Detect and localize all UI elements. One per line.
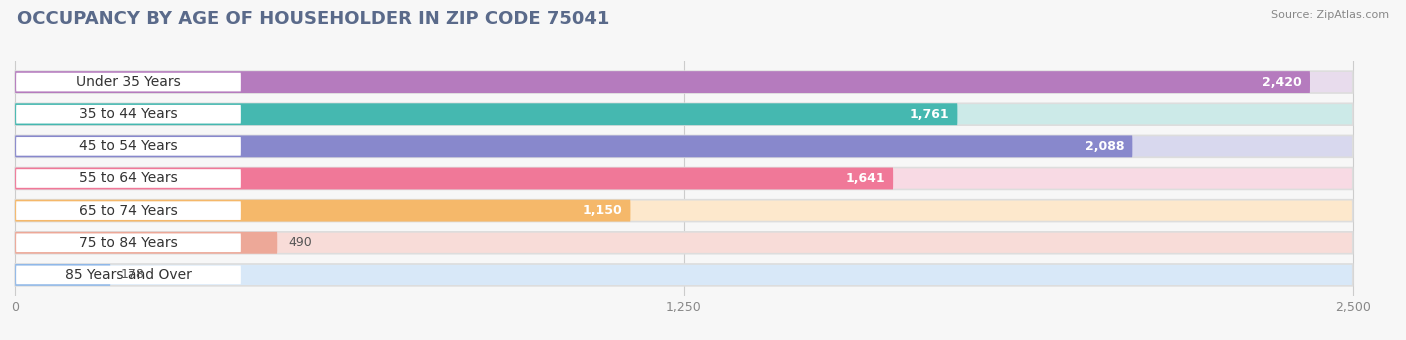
- Text: 75 to 84 Years: 75 to 84 Years: [79, 236, 179, 250]
- FancyBboxPatch shape: [15, 169, 240, 188]
- FancyBboxPatch shape: [15, 103, 957, 125]
- Text: 35 to 44 Years: 35 to 44 Years: [79, 107, 177, 121]
- Text: 1,150: 1,150: [582, 204, 623, 217]
- Text: OCCUPANCY BY AGE OF HOUSEHOLDER IN ZIP CODE 75041: OCCUPANCY BY AGE OF HOUSEHOLDER IN ZIP C…: [17, 10, 609, 28]
- Text: Source: ZipAtlas.com: Source: ZipAtlas.com: [1271, 10, 1389, 20]
- FancyBboxPatch shape: [15, 137, 240, 156]
- FancyBboxPatch shape: [15, 135, 1353, 157]
- FancyBboxPatch shape: [15, 168, 893, 189]
- Text: 2,088: 2,088: [1085, 140, 1125, 153]
- Text: Under 35 Years: Under 35 Years: [76, 75, 181, 89]
- Text: 85 Years and Over: 85 Years and Over: [65, 268, 193, 282]
- Text: 490: 490: [288, 236, 312, 249]
- FancyBboxPatch shape: [15, 71, 1310, 93]
- FancyBboxPatch shape: [15, 232, 277, 254]
- FancyBboxPatch shape: [15, 200, 630, 222]
- FancyBboxPatch shape: [15, 71, 1353, 93]
- FancyBboxPatch shape: [15, 103, 1353, 125]
- FancyBboxPatch shape: [15, 200, 1353, 222]
- FancyBboxPatch shape: [15, 135, 1132, 157]
- FancyBboxPatch shape: [15, 232, 1353, 254]
- Text: 1,761: 1,761: [910, 108, 949, 121]
- Text: 45 to 54 Years: 45 to 54 Years: [79, 139, 177, 153]
- Text: 178: 178: [121, 268, 145, 282]
- FancyBboxPatch shape: [15, 105, 240, 123]
- FancyBboxPatch shape: [15, 234, 240, 252]
- Text: 1,641: 1,641: [845, 172, 886, 185]
- FancyBboxPatch shape: [15, 201, 240, 220]
- Text: 2,420: 2,420: [1263, 75, 1302, 89]
- FancyBboxPatch shape: [15, 264, 110, 286]
- FancyBboxPatch shape: [15, 73, 240, 91]
- FancyBboxPatch shape: [15, 168, 1353, 189]
- Text: 55 to 64 Years: 55 to 64 Years: [79, 171, 179, 186]
- FancyBboxPatch shape: [15, 266, 240, 284]
- FancyBboxPatch shape: [15, 264, 1353, 286]
- Text: 65 to 74 Years: 65 to 74 Years: [79, 204, 179, 218]
